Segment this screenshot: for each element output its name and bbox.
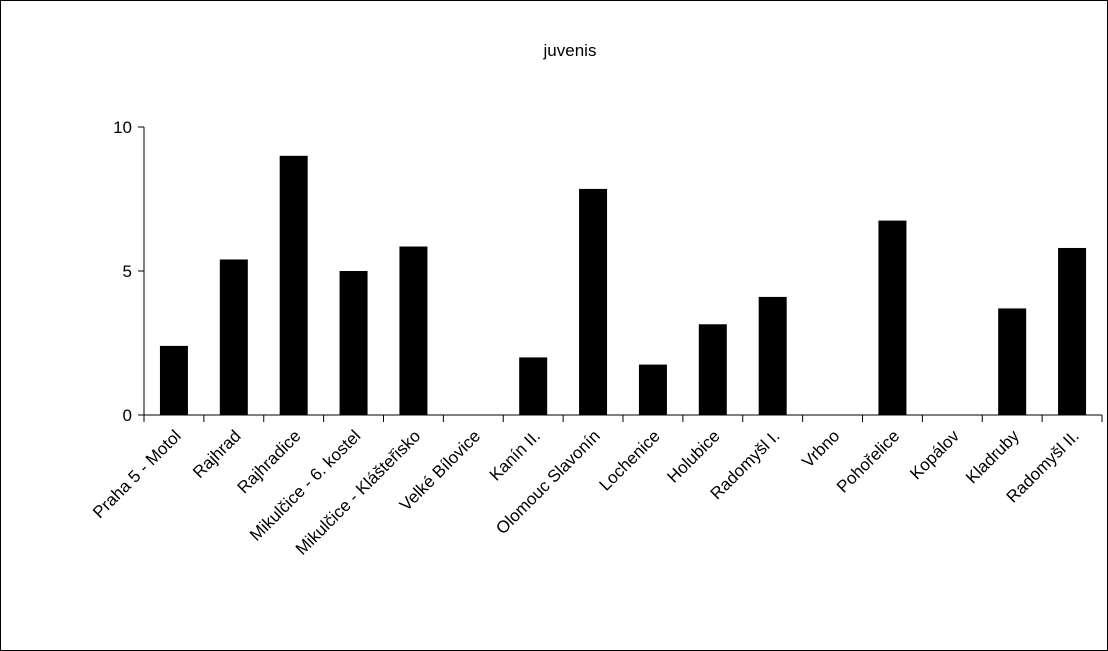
- x-tick-label: Mikulčice - 6. kostel: [246, 426, 364, 544]
- y-tick-label: 0: [123, 406, 132, 425]
- bar: [279, 155, 308, 416]
- chart-title: juvenis: [543, 41, 597, 60]
- x-tick-label: Lochenice: [596, 426, 664, 494]
- x-tick-label: Pohořelice: [833, 426, 903, 496]
- x-axis: [143, 414, 1103, 422]
- bar: [579, 188, 608, 415]
- x-tick-label: Kopálov: [906, 426, 963, 483]
- x-tick-labels: Praha 5 - Motol RajhradRajhradiceMikulčic…: [89, 426, 1083, 559]
- bar: [159, 345, 188, 415]
- bar: [638, 364, 667, 415]
- x-tick-label: Praha 5 - Motol: [89, 426, 185, 522]
- bar: [399, 246, 428, 415]
- y-tick-label: 5: [123, 262, 132, 281]
- bar: [998, 308, 1027, 415]
- bar: [339, 271, 368, 415]
- x-tick-label: Olomouc Slavonín: [492, 426, 604, 538]
- y-tick-label: 10: [113, 118, 132, 137]
- bars: [159, 155, 1087, 416]
- x-tick-label: Vrbno: [798, 426, 843, 471]
- bar: [758, 296, 787, 415]
- x-tick-label: Rajhrad: [189, 426, 245, 482]
- x-tick-label: Kanín II.: [486, 426, 544, 484]
- y-axis: 0 5 10: [113, 118, 145, 425]
- bar: [698, 324, 727, 415]
- bar: [219, 259, 248, 415]
- x-tick-label: Holubice: [663, 426, 723, 486]
- bar: [878, 220, 907, 415]
- bar: [1058, 247, 1087, 415]
- bar: [519, 357, 548, 415]
- x-tick-label: Kladruby: [962, 426, 1023, 487]
